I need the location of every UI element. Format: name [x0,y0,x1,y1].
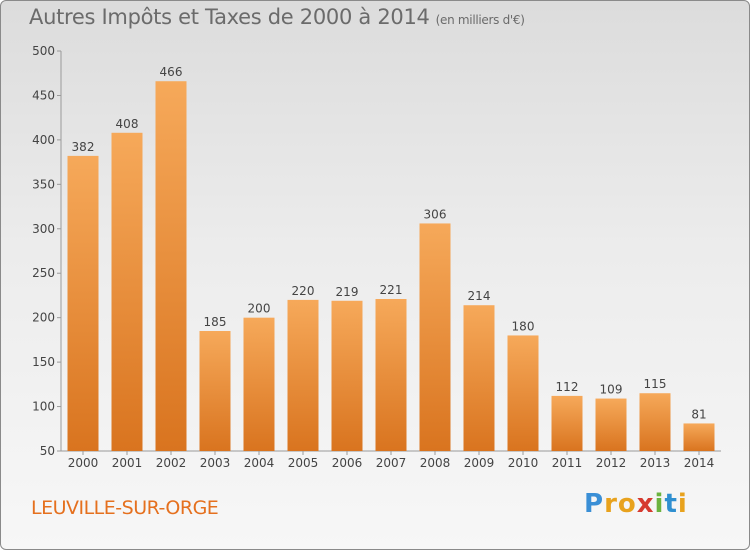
bar [375,299,407,451]
y-tick-label: 200 [32,311,55,325]
bar-value-label: 306 [424,207,447,221]
bar [683,423,715,451]
bar-value-label: 200 [248,302,271,316]
bar [463,305,495,451]
x-tick-label: 2007 [376,456,407,470]
bar-value-label: 185 [204,315,227,329]
x-tick-label: 2001 [112,456,143,470]
y-tick-label: 450 [32,88,55,102]
y-tick-label: 500 [32,44,55,58]
bar [287,299,319,451]
bar-value-label: 466 [160,65,183,79]
bar-value-label: 109 [600,383,623,397]
x-tick-label: 2003 [200,456,231,470]
x-tick-label: 2004 [244,456,275,470]
bar-value-label: 220 [292,284,315,298]
proxiti-logo: Proxiti [584,489,688,519]
x-tick-label: 2005 [288,456,319,470]
logo-letter: o [617,489,637,519]
chart-title-text: Autres Impôts et Taxes de 2000 à 2014 [29,5,430,29]
logo-letter: t [664,489,678,519]
x-tick-label: 2000 [68,456,99,470]
x-tick-label: 2012 [596,456,627,470]
bar-value-label: 112 [556,380,579,394]
bar [639,393,671,451]
bar-value-label: 214 [468,289,491,303]
x-tick-label: 2010 [508,456,539,470]
x-tick-label: 2011 [552,456,583,470]
y-tick-label: 250 [32,266,55,280]
bar-value-label: 115 [644,377,667,391]
x-tick-label: 2013 [640,456,671,470]
y-tick-label: 150 [32,355,55,369]
bar [507,335,539,451]
x-tick-label: 2009 [464,456,495,470]
y-tick-label: 50 [40,444,55,458]
logo-letter: i [654,489,665,519]
bar [243,317,275,451]
bar [419,223,451,451]
logo-letter: x [636,489,655,519]
bar-value-label: 382 [72,140,95,154]
bar [595,398,627,451]
y-tick-label: 100 [32,400,55,414]
logo-letter: r [604,489,618,519]
bar [111,132,143,451]
bar [331,300,363,451]
chart-title-unit: (en milliers d'€) [435,13,525,27]
x-tick-label: 2006 [332,456,363,470]
x-tick-label: 2002 [156,456,187,470]
bar-value-label: 408 [116,117,139,131]
bar [155,81,187,451]
y-tick-label: 300 [32,222,55,236]
bar [551,395,583,451]
x-tick-label: 2014 [684,456,715,470]
logo-letter: i [677,489,688,519]
bar-value-label: 219 [336,285,359,299]
bar-value-label: 221 [380,283,403,297]
bar [199,331,231,451]
bar [67,155,99,451]
city-name: LEUVILLE-SUR-ORGE [31,497,219,519]
y-tick-label: 400 [32,133,55,147]
chart-title: Autres Impôts et Taxes de 2000 à 2014 (en… [29,5,525,29]
bar-value-label: 81 [691,407,706,421]
x-tick-label: 2008 [420,456,451,470]
y-tick-label: 350 [32,177,55,191]
logo-letter: P [584,489,605,519]
bar-value-label: 180 [512,319,535,333]
